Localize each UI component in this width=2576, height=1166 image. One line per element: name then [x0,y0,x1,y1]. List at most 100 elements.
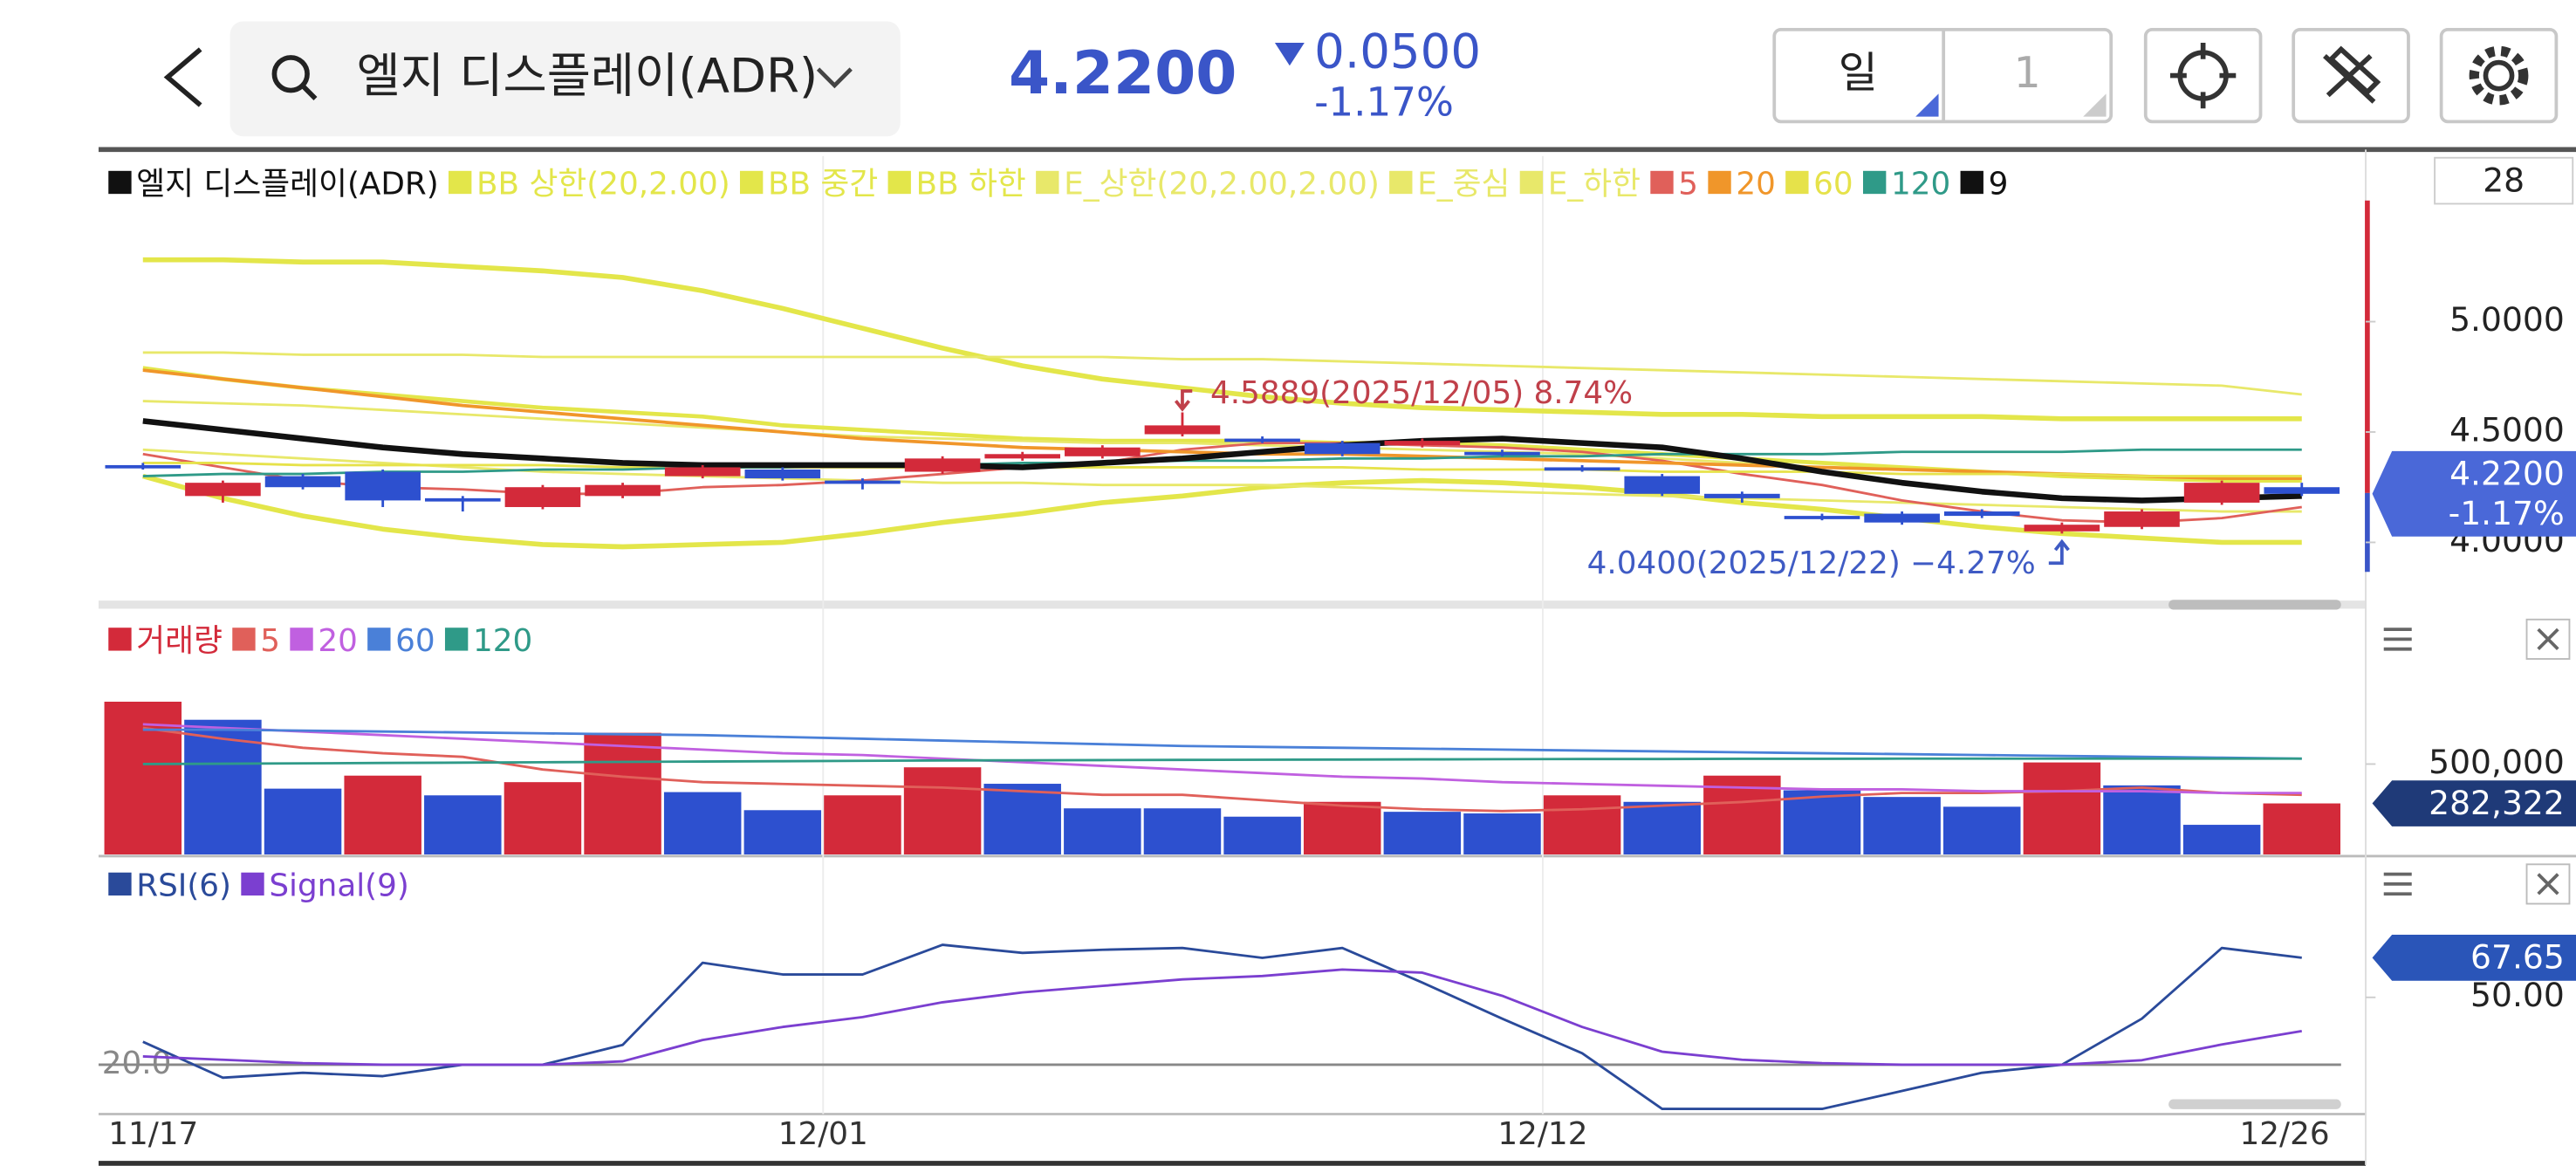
price-change-pct: -1.17% [1314,79,1454,125]
x-tick-label: 12/01 [778,1116,868,1152]
volume-bar [344,775,421,855]
legend-swatch [444,628,469,651]
candle-body [2104,511,2180,527]
volume-bar [1463,813,1541,855]
indicator-line [142,473,2302,550]
x-tick-label: 12/26 [2240,1116,2330,1152]
legend-swatch [1960,170,1983,195]
volume-bar [2023,762,2101,855]
candle-body [425,497,501,502]
volume-bar [1223,816,1301,855]
scrollbar[interactable] [2168,600,2341,610]
volume-bar [2263,803,2341,855]
volume-bar [1303,801,1381,855]
legend-label: BB 중간 [768,167,878,202]
candle-body [2183,483,2260,503]
indicator-line [142,418,2302,504]
dropdown-icon[interactable] [816,67,853,89]
legend-swatch [1708,170,1731,195]
current-value-box [2372,450,2576,537]
volume-bar [1543,795,1621,855]
crosshair-button[interactable] [2143,28,2263,124]
legend-swatch [1863,170,1887,195]
count-label: 28 [2483,161,2525,199]
candle-body [185,483,261,497]
volume-bar [903,767,982,855]
volume-bar [743,810,822,855]
indicator-line [142,728,2302,760]
candle-body [504,487,581,507]
volume-bar [104,702,182,855]
candle-body [2264,487,2340,494]
candle-body [904,458,981,472]
legend-swatch [1036,170,1059,195]
x-tick-label: 11/17 [108,1116,198,1152]
legend-label: 9 [1989,167,2009,202]
down-triangle [1274,42,1305,66]
candle-body [744,469,821,479]
legend-label: 엘지 디스플레이(ADR) [136,167,438,202]
annotation: 4.5889(2025/12/05) 8.74% [1210,375,1633,411]
candle-body [1304,442,1380,455]
indicator-line [142,257,2302,422]
legend-swatch [367,628,391,651]
legend-label: 20 [1736,167,1776,202]
candle-body [1784,516,1860,519]
indicator-line [142,351,2302,396]
legend-swatch [887,170,911,195]
candle-body [264,476,341,488]
legend-swatch [108,170,132,195]
legend-swatch [739,170,764,195]
y-tick-label: 50.00 [2470,976,2565,1014]
menu-icon[interactable] [2383,628,2412,651]
legend-label: 5 [1678,167,1698,202]
indicator-line [142,461,2302,477]
search-box[interactable] [230,21,901,137]
settings-icon [2483,59,2515,92]
volume-bar [1064,808,1141,855]
candle-body [1544,467,1620,471]
volume-bar [1783,790,1861,855]
x-tick-label: 12/12 [1497,1116,1587,1152]
legend-label: 20 [318,623,358,659]
candle-body [984,454,1061,459]
legend-label: 120 [473,623,532,659]
candle-body [1864,513,1940,523]
legend-swatch [449,170,472,195]
indicator-line [142,757,2302,765]
period-count[interactable]: 1 [2014,48,2041,98]
legend-label: 60 [1813,167,1853,202]
legend-label: 거래량 [136,623,223,659]
legend-swatch [232,628,256,651]
candle-body [2024,525,2100,532]
legend-label: Signal(9) [269,868,409,904]
candle-body [825,480,901,484]
legend-swatch [1389,170,1413,195]
back-button[interactable] [163,47,202,107]
volume-bar [824,795,901,855]
current-value-label: 67.65 [2470,938,2565,977]
indicator-line [142,968,2303,1067]
legend-label: BB 상한(20,2.00) [476,167,730,202]
settings-button[interactable] [2439,28,2559,124]
current-value-box [2372,935,2576,981]
volume-bar [1863,797,1941,855]
indicator-line [142,448,2302,477]
candle-body [585,484,661,497]
volume-bar [1383,812,1462,855]
candle-body [1384,441,1461,446]
scrollbar[interactable] [2168,1099,2341,1109]
price-change: 0.0500 [1314,23,1481,79]
legend-swatch [1519,170,1544,195]
candle-body [1065,447,1141,456]
current-value-box [2372,780,2576,826]
search-icon [271,55,310,93]
search-icon [300,83,318,100]
menu-icon[interactable] [2383,872,2412,896]
annotation-arrow [2048,538,2070,566]
volume-bar [584,732,661,855]
close-icon [2537,628,2559,651]
period-label[interactable]: 일 [1839,48,1878,98]
